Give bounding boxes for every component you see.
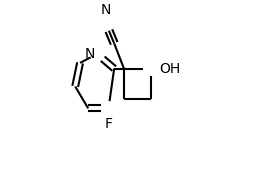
Text: N: N: [101, 3, 111, 17]
Text: N: N: [84, 47, 95, 61]
Text: OH: OH: [160, 62, 181, 76]
Text: F: F: [104, 117, 112, 131]
